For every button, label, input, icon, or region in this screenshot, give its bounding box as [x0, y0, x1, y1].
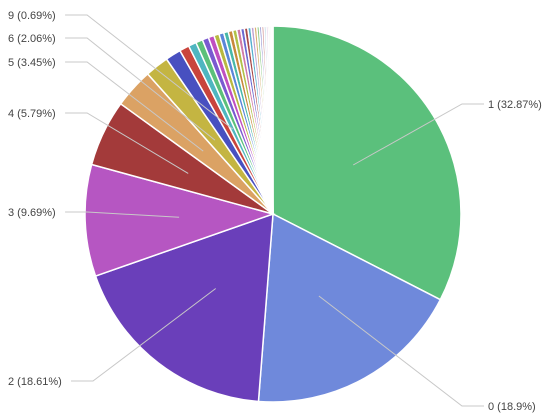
pie-label-1: 0 (18.9%) [488, 401, 536, 413]
pie-label-4: 4 (5.79%) [8, 108, 56, 120]
pie-leader-2 [71, 288, 217, 382]
pie-slices [84, 25, 462, 403]
pie-label-0: 1 (32.87%) [488, 99, 542, 111]
pie-label-9: 9 (0.69%) [8, 10, 56, 22]
pie-slice-3[interactable] [84, 163, 276, 277]
pie-slice-31[interactable] [270, 25, 274, 215]
pie-leader-5 [65, 61, 204, 152]
pie-leader-9 [65, 14, 234, 130]
pie-leader-0 [352, 103, 484, 166]
pie-leader-4 [65, 112, 189, 174]
pie-labels: 1 (32.87%) 0 (18.9%) 2 (18.61%) 3 (9.69%) 4 … [8, 10, 542, 413]
pie-label-3: 3 (9.69%) [8, 207, 56, 219]
pie-label-6: 6 (2.06%) [8, 33, 56, 45]
pie-leader-3 [65, 211, 180, 218]
pie-label-2: 2 (18.61%) [8, 376, 62, 388]
pie-label-5: 5 (3.45%) [8, 57, 56, 69]
pie-slice-0[interactable] [272, 25, 462, 301]
pie-leader-lines [65, 14, 484, 407]
pie-leader-6 [65, 37, 216, 141]
pie-leader-1 [318, 295, 484, 407]
